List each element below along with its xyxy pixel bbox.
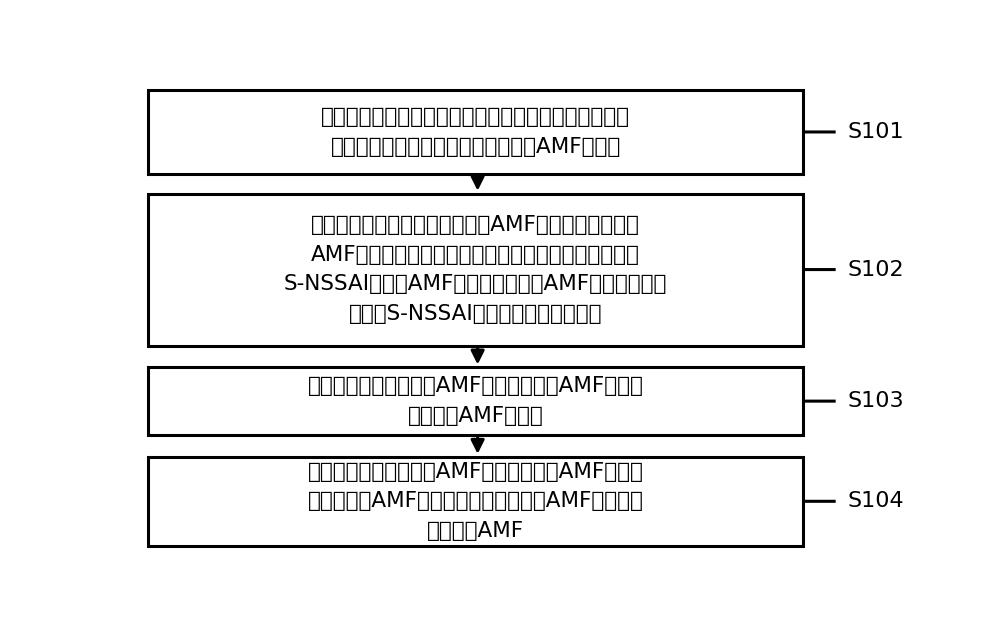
FancyBboxPatch shape (148, 194, 803, 345)
Text: S102: S102 (847, 260, 904, 280)
Text: 当终端从第一基站迁移到第二基站时，新增管理网元在
网络侧获取核心网为终端分配的第一AMF可选集: 当终端从第一基站迁移到第二基站时，新增管理网元在 网络侧获取核心网为终端分配的第… (321, 107, 630, 157)
FancyBboxPatch shape (148, 367, 803, 435)
FancyBboxPatch shape (148, 456, 803, 546)
FancyBboxPatch shape (148, 90, 803, 174)
Text: 新增管理网元在终端侧获取第二AMF可选集，所述第二
AMF可选集中的包含分别对应于终端迁移前连接的各个
S-NSSAI的多个AMF，并且所述多个AMF按其分别对: 新增管理网元在终端侧获取第二AMF可选集，所述第二 AMF可选集中的包含分别对应… (284, 215, 667, 324)
Text: 新增管理网元获取第一AMF可选集和第二AMF可选集
中的各个AMF的性能: 新增管理网元获取第一AMF可选集和第二AMF可选集 中的各个AMF的性能 (308, 376, 644, 426)
Text: S104: S104 (847, 492, 904, 511)
Text: 新增管理网元根据第一AMF可选集和第二AMF可选集
及其中各个AMF的性能，从中选择一个AMF作为重定
向的目标AMF: 新增管理网元根据第一AMF可选集和第二AMF可选集 及其中各个AMF的性能，从中… (308, 461, 644, 541)
Text: S103: S103 (847, 391, 904, 411)
Text: S101: S101 (847, 122, 904, 142)
